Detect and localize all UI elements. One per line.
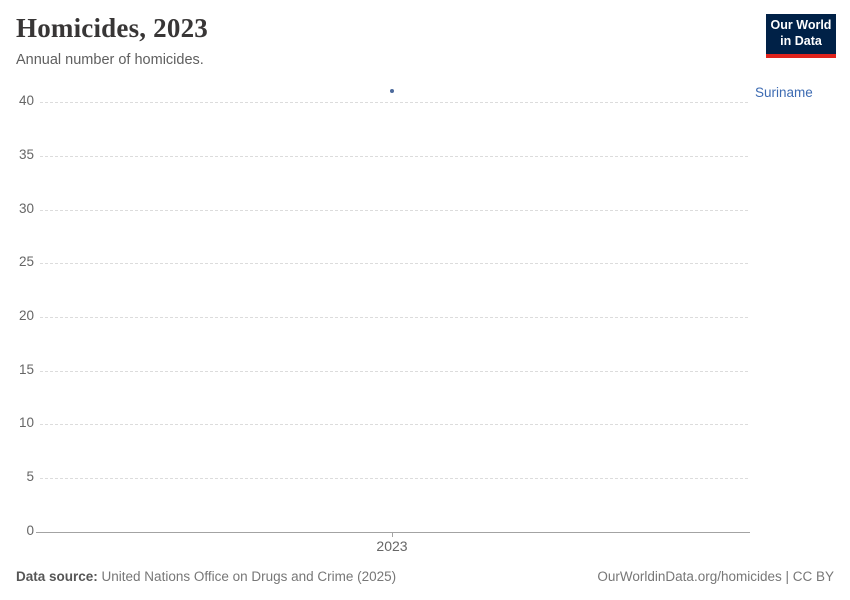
y-axis-tick-label: 30: [18, 201, 34, 216]
data-source-label: Data source:: [16, 569, 98, 584]
y-axis-tick-label: 10: [18, 415, 34, 430]
chart-subtitle: Annual number of homicides.: [16, 52, 204, 68]
x-axis-line: [36, 532, 750, 533]
y-axis-tick-label: 35: [18, 147, 34, 162]
y-axis-tick-label: 20: [18, 308, 34, 323]
x-axis-tick-label: 2023: [376, 538, 408, 554]
gridline: [40, 156, 748, 157]
owid-logo-line1: Our World: [770, 18, 832, 32]
data-point-suriname[interactable]: [390, 89, 394, 93]
y-axis-tick-label: 25: [18, 254, 34, 269]
y-axis-tick-label: 5: [26, 469, 34, 484]
page-title: Homicides, 2023: [16, 13, 208, 43]
gridline: [40, 478, 748, 479]
gridline: [40, 263, 748, 264]
owid-logo[interactable]: Our World in Data: [766, 14, 836, 59]
y-axis-tick-label: 15: [18, 362, 34, 377]
x-axis-tick-mark: [392, 532, 393, 537]
gridline: [40, 424, 748, 425]
owid-logo-line2: in Data: [780, 33, 822, 48]
y-axis-tick-label: 0: [26, 523, 34, 538]
gridline: [40, 317, 748, 318]
gridline: [40, 102, 748, 103]
data-source-note: Data source: United Nations Office on Dr…: [16, 569, 396, 584]
data-source-value: United Nations Office on Drugs and Crime…: [97, 569, 397, 584]
owid-url-license[interactable]: OurWorldinData.org/homicides | CC BY: [597, 569, 834, 584]
gridline: [40, 371, 748, 372]
y-axis-tick-label: 40: [18, 93, 34, 108]
gridline: [40, 210, 748, 211]
entity-label-suriname[interactable]: Suriname: [755, 85, 813, 100]
